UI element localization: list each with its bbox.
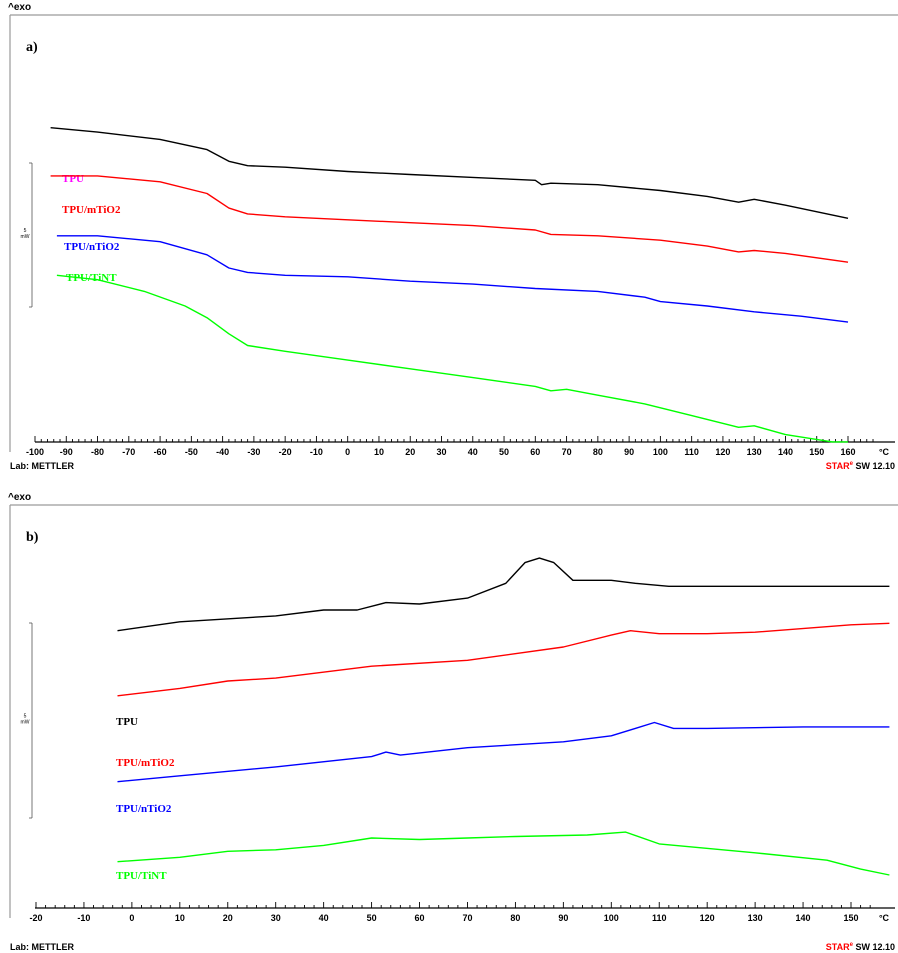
series-label-tpu-mtio2: TPU/mTiO2 [62, 204, 121, 216]
dsc-chart-b: ^exo b) 5mW -20 -10 0 10 20 30 40 50 60 70 80 90 100 110… [8, 492, 898, 952]
footer-lab: Lab: METTLER [10, 461, 74, 471]
series-label-tpu-ntio2: TPU/nTiO2 [116, 803, 172, 815]
x-tick-label: 120 [700, 913, 715, 923]
x-tick-label: 90 [624, 447, 634, 457]
x-tick-label: -20 [279, 447, 292, 457]
x-tick-label: 120 [715, 447, 730, 457]
series-line-tpu-ntio2 [117, 721, 890, 783]
series-label-tpu-ntio2: TPU/nTiO2 [64, 241, 120, 253]
panel-label: a) [26, 40, 38, 55]
x-tick-label: -80 [91, 447, 104, 457]
x-tick-label: 100 [604, 913, 619, 923]
x-tick-label: 70 [562, 447, 572, 457]
x-tick-label: 140 [778, 447, 793, 457]
exo-label: ^exo [8, 492, 31, 503]
x-tick-label: -10 [77, 913, 90, 923]
x-tick-label: -30 [247, 447, 260, 457]
dsc-panel-a: ^exo a) 5 mW -100 -90 -80 -70 -60 -50 -40 -30 -20 -10… [8, 2, 898, 471]
x-tick-label: 110 [684, 447, 699, 457]
x-tick-label: -40 [216, 447, 229, 457]
series-line-tpu-mtio2 [50, 175, 849, 263]
series-line-tpu [117, 557, 890, 632]
scale-bar-unit: mW [21, 234, 30, 240]
series-label-tpu-mtio2: TPU/mTiO2 [116, 757, 175, 769]
x-tick-label: 80 [593, 447, 603, 457]
panel-label: b) [26, 530, 39, 545]
scale-bar-value: 5 [24, 714, 27, 720]
x-tick-label: 20 [223, 913, 233, 923]
series-line-tpu-tint [56, 274, 848, 443]
x-tick-label: -50 [185, 447, 198, 457]
x-tick-label: 100 [653, 447, 668, 457]
x-axis-unit: °C [879, 447, 890, 457]
x-tick-label: 70 [462, 913, 472, 923]
x-tick-label: 150 [843, 913, 858, 923]
x-tick-label: 130 [748, 913, 763, 923]
series-line-tpu-mtio2 [117, 622, 890, 697]
series-line-tpu [50, 127, 849, 219]
x-tick-label: 0 [129, 913, 134, 923]
series-label-tpu-tint: TPU/TiNT [116, 870, 167, 882]
x-tick-label: 30 [436, 447, 446, 457]
x-tick-label: 10 [374, 447, 384, 457]
x-tick-label: 40 [468, 447, 478, 457]
x-tick-label: -70 [122, 447, 135, 457]
x-axis-unit: °C [879, 913, 890, 923]
scale-bar-unit: mW [21, 720, 30, 726]
x-tick-label: 50 [499, 447, 509, 457]
scale-bar-value: 5 [24, 228, 27, 234]
x-tick-label: -100 [26, 447, 44, 457]
x-tick-label: -60 [154, 447, 167, 457]
x-tick-label: 60 [415, 913, 425, 923]
x-tick-label: 0 [345, 447, 350, 457]
scale-bar [29, 622, 33, 819]
x-tick-label: 90 [558, 913, 568, 923]
scale-bar [29, 162, 33, 308]
x-tick-label: 60 [530, 447, 540, 457]
series-line-tpu-ntio2 [56, 235, 849, 323]
x-tick-label: 150 [809, 447, 824, 457]
x-tick-label: 50 [367, 913, 377, 923]
series-label-tpu-tint: TPU/TiNT [66, 272, 117, 284]
series-line-tpu-tint [117, 831, 890, 876]
x-tick-label: 40 [319, 913, 329, 923]
x-tick-label: 30 [271, 913, 281, 923]
series-label-tpu: TPU [116, 716, 138, 728]
x-tick-label: -90 [60, 447, 73, 457]
x-tick-label: -10 [310, 447, 323, 457]
x-tick-label: 20 [405, 447, 415, 457]
x-tick-label: 160 [840, 447, 855, 457]
x-tick-label: 110 [652, 913, 667, 923]
footer-software: STARe SW 12.10 [826, 461, 895, 471]
x-tick-label: 10 [175, 913, 185, 923]
exo-label: ^exo [8, 2, 31, 13]
series-label-tpu: TPU [62, 173, 84, 185]
x-tick-label: -20 [29, 913, 42, 923]
x-tick-label: 140 [796, 913, 811, 923]
dsc-panel-b: ^exo b) 5 mW -20 -10 0 10 20 30 40 50 60 70 80 90 100 110… [0, 490, 898, 953]
x-tick-label: 80 [510, 913, 520, 923]
footer-software: STARe SW 12.10 [826, 942, 895, 952]
footer-lab: Lab: METTLER [10, 942, 74, 952]
x-tick-label: 130 [747, 447, 762, 457]
